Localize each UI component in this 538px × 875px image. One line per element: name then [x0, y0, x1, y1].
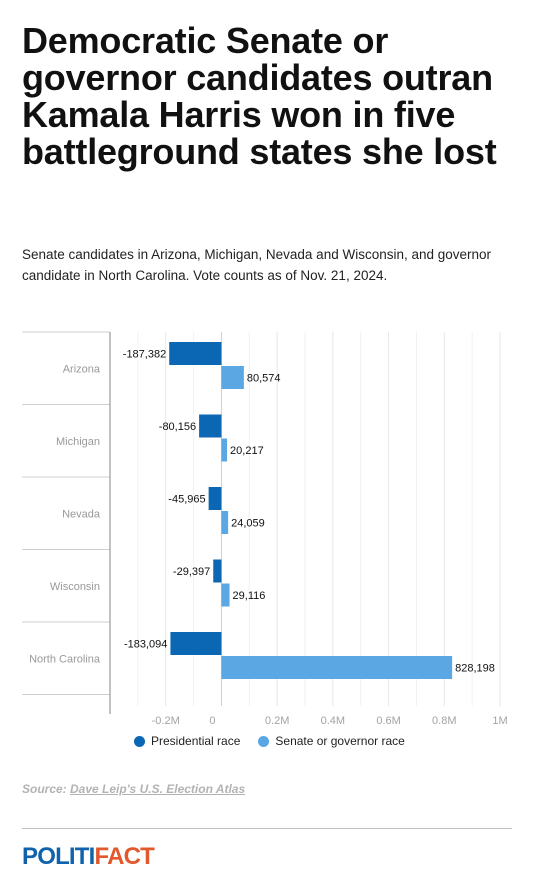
data-label: -183,094 — [124, 639, 167, 651]
chart-title: Democratic Senate or governor candidates… — [22, 20, 497, 172]
data-label: 20,217 — [230, 445, 264, 457]
category-label: Wisconsin — [50, 581, 100, 593]
bar-presidential — [213, 559, 222, 583]
legend-label-presidential: Presidential race — [151, 734, 241, 748]
category-label: Arizona — [63, 363, 101, 375]
data-label: -45,965 — [168, 494, 205, 506]
source-line: Source: Dave Leip's U.S. Election Atlas — [22, 782, 245, 796]
data-label: -29,397 — [173, 566, 210, 578]
bar-senate — [221, 511, 229, 534]
x-tick-label: 0.4M — [321, 715, 345, 727]
bar-senate — [221, 366, 244, 389]
category-label: North Carolina — [29, 653, 101, 665]
logo-part-fact: FACT — [94, 843, 155, 870]
data-label: -187,382 — [123, 349, 166, 361]
bar-presidential — [208, 487, 222, 510]
legend-dot-senate — [258, 735, 270, 747]
data-label: 29,116 — [233, 590, 266, 602]
footer-divider — [22, 828, 512, 829]
logo-part-politi: POLITI — [22, 843, 95, 870]
x-tick-label: 0.8M — [432, 715, 456, 727]
bar-senate — [221, 438, 228, 462]
bar-presidential — [199, 414, 222, 438]
data-label: 24,059 — [231, 518, 265, 530]
bar-presidential — [170, 632, 222, 655]
x-tick-label: -0.2M — [152, 715, 180, 727]
x-tick-label: 0 — [209, 715, 215, 727]
legend-item-presidential: Presidential race — [134, 734, 240, 748]
category-label: Nevada — [62, 508, 101, 520]
bar-presidential — [169, 342, 222, 365]
bar-chart: Arizona -187,382 80,574 Michigan -80,156 20,2… — [22, 331, 508, 727]
data-label: 828,198 — [455, 663, 495, 675]
source-prefix: Source: — [22, 782, 71, 796]
x-tick-label: 0.2M — [265, 715, 289, 727]
legend-dot-presidential — [134, 735, 145, 747]
data-label: -80,156 — [159, 421, 196, 433]
bar-senate — [221, 656, 453, 679]
legend-item-senate: Senate or governor race — [258, 734, 405, 748]
x-tick-label: 0.6M — [376, 715, 400, 727]
category-label: Michigan — [56, 436, 100, 448]
politifact-logo: POLITIFACT — [22, 843, 155, 871]
chart-subtitle: Senate candidates in Arizona, Michigan, … — [22, 247, 492, 283]
legend: Presidential race Senate or governor rac… — [134, 734, 423, 748]
data-label: 80,574 — [247, 373, 281, 385]
bar-senate — [221, 583, 230, 607]
x-tick-label: 1M — [492, 715, 507, 727]
legend-label-senate: Senate or governor race — [275, 734, 405, 748]
source-link[interactable]: Dave Leip's U.S. Election Atlas — [70, 782, 246, 796]
